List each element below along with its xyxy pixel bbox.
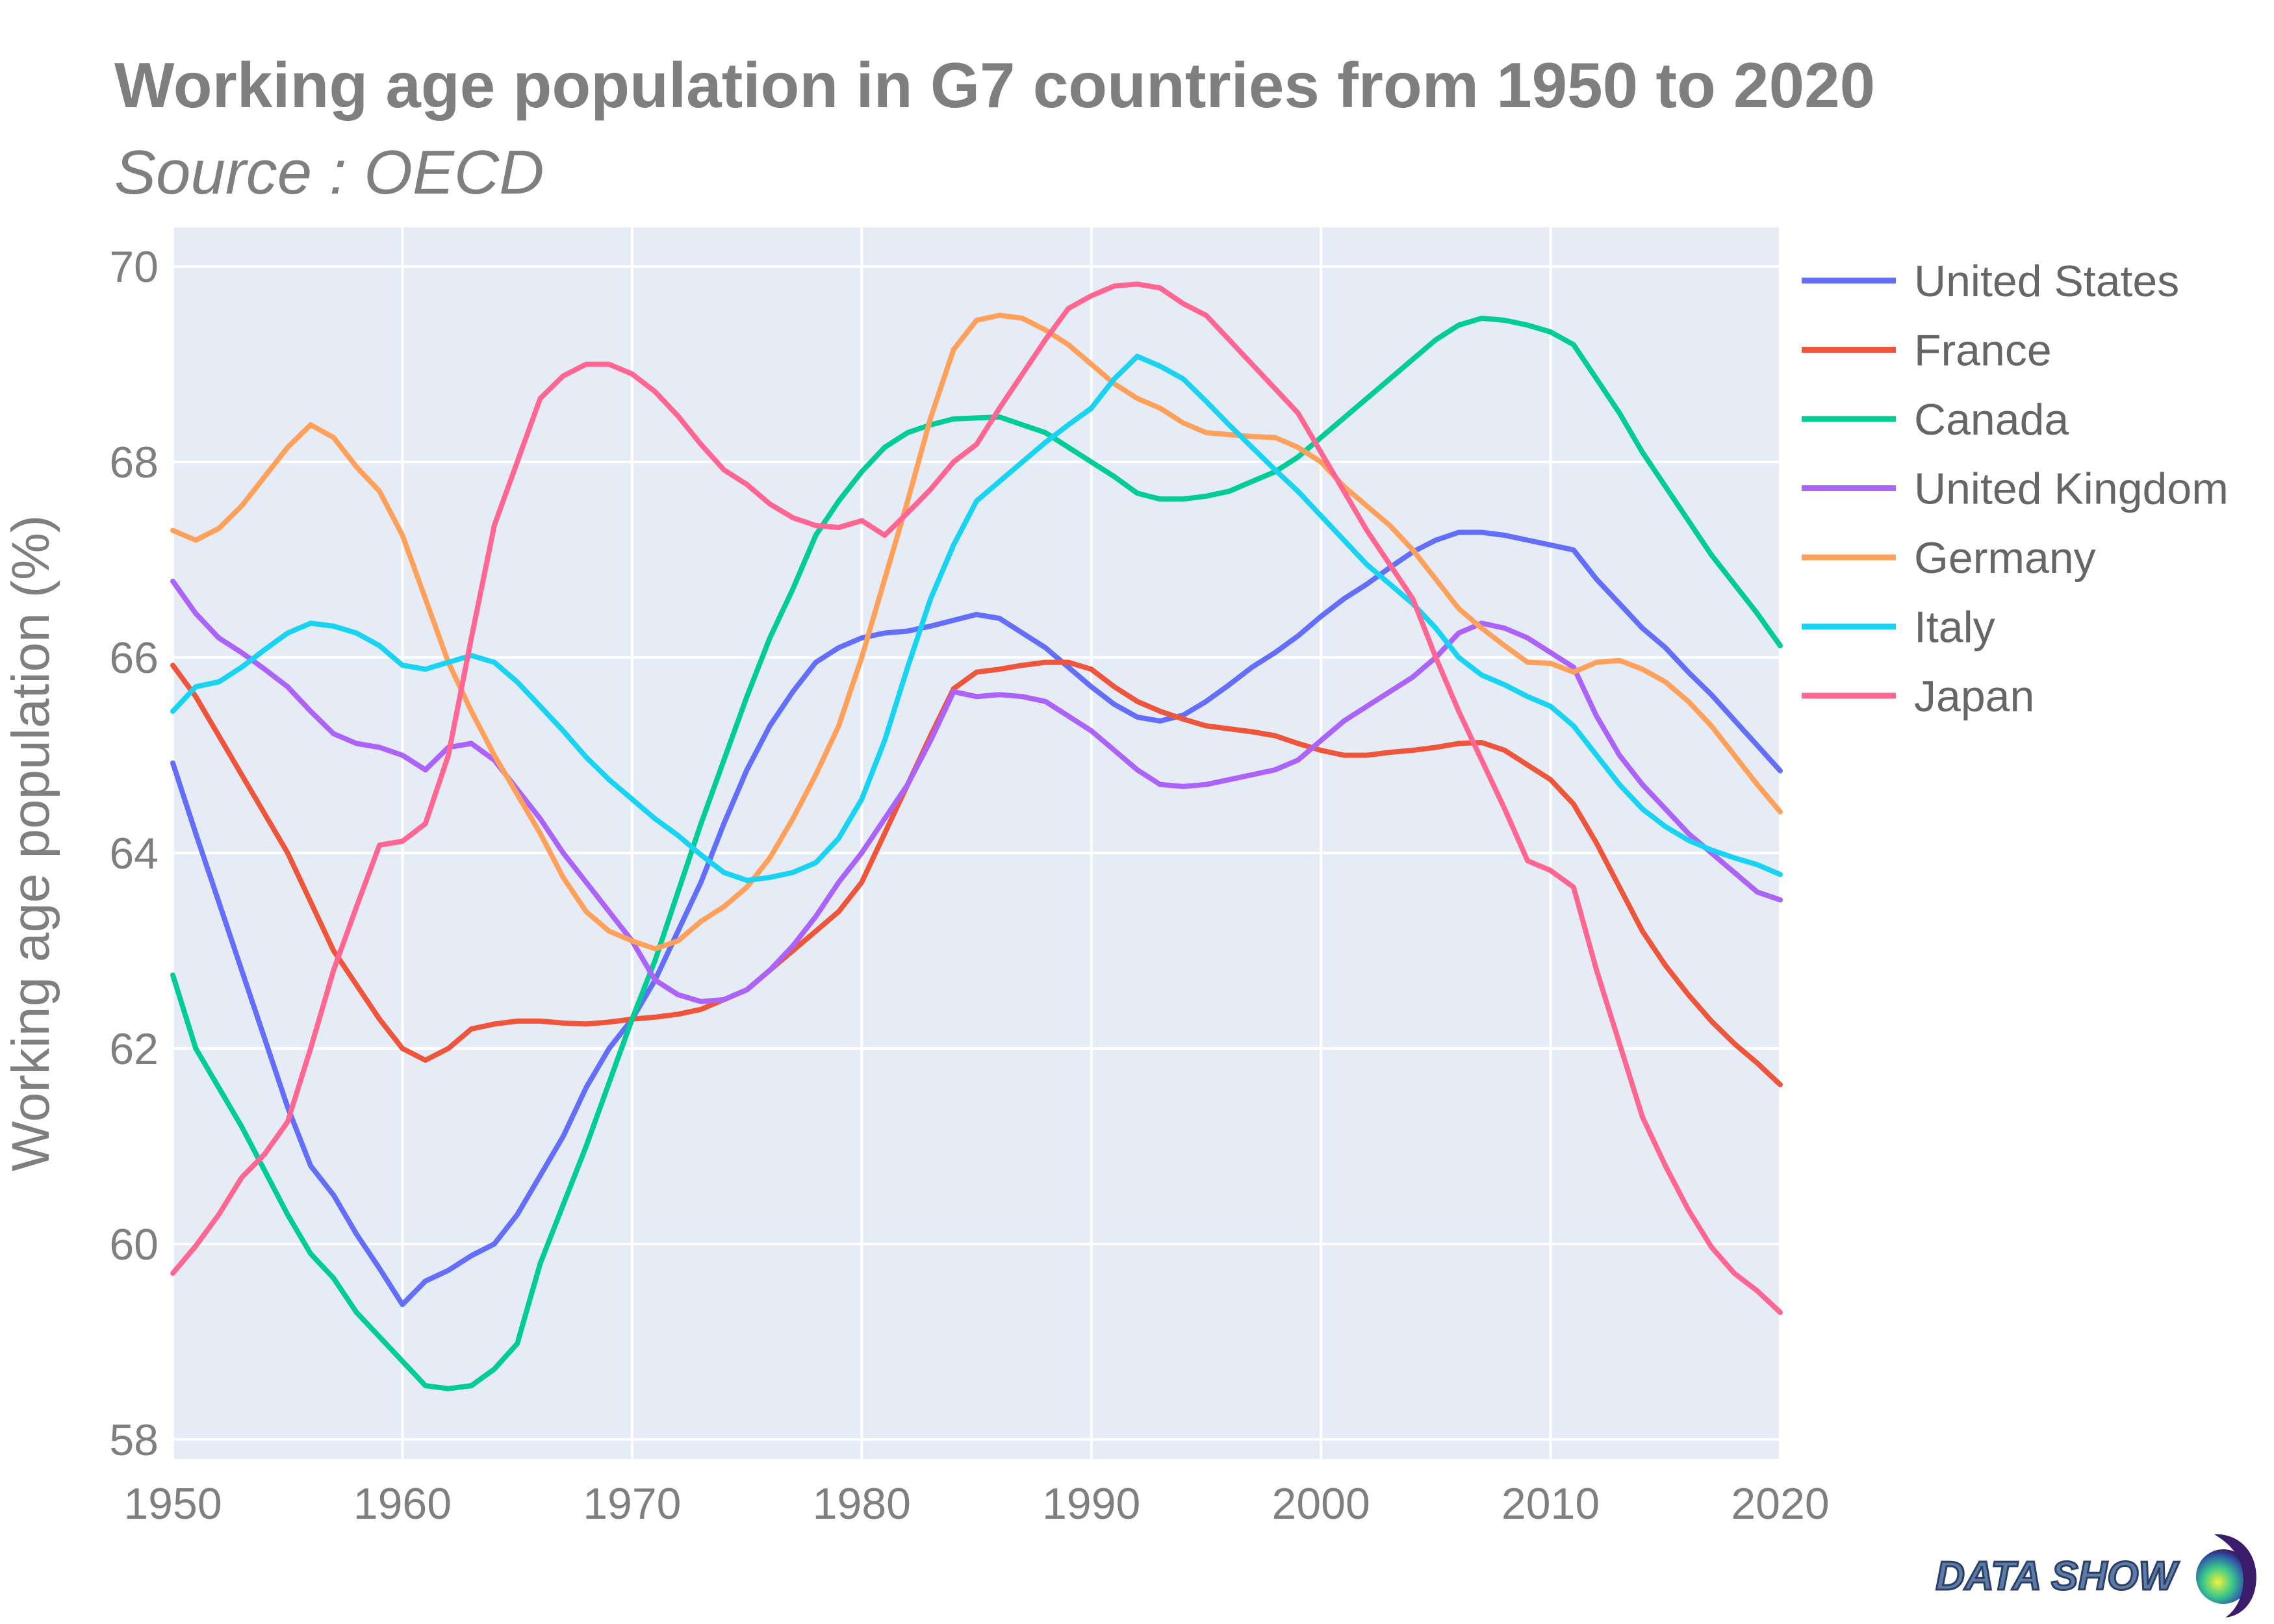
legend-item[interactable]: Japan — [1802, 672, 2034, 721]
legend-label: United States — [1914, 257, 2179, 306]
legend-label: France — [1914, 326, 2052, 375]
y-tick-label: 58 — [109, 1415, 159, 1465]
grid — [172, 227, 1782, 1459]
logo-globe-icon — [2196, 1549, 2251, 1604]
legend-item[interactable]: United Kingdom — [1802, 464, 2229, 514]
y-axis-ticks: 58 60 62 64 66 68 70 — [109, 242, 159, 1465]
series-line-france — [170, 659, 1783, 1087]
series-lines — [170, 281, 1783, 1391]
x-tick-label: 2000 — [1272, 1479, 1370, 1529]
x-tick-label: 1970 — [583, 1479, 681, 1529]
series-line-japan — [170, 281, 1783, 1315]
legend-item[interactable]: France — [1802, 326, 2052, 375]
series-line-canada — [170, 315, 1783, 1391]
legend-label: Canada — [1914, 395, 2069, 444]
y-tick-label: 64 — [109, 829, 159, 878]
y-tick-label: 62 — [109, 1024, 159, 1074]
legend-label: Germany — [1914, 533, 2096, 583]
y-tick-label: 66 — [109, 633, 159, 683]
x-tick-label: 2010 — [1501, 1479, 1600, 1529]
legend-item[interactable]: Italy — [1802, 603, 1995, 652]
legend-label: United Kingdom — [1914, 464, 2229, 514]
series-line-germany — [170, 312, 1783, 952]
legend-item[interactable]: Germany — [1802, 533, 2096, 583]
x-tick-label: 1960 — [353, 1479, 452, 1529]
legend[interactable]: United States France Canada United Kingdom G… — [1802, 257, 2229, 721]
y-tick-label: 60 — [109, 1220, 159, 1269]
legend-label: Italy — [1914, 603, 1995, 652]
y-tick-label: 70 — [109, 242, 159, 292]
legend-item[interactable]: United States — [1802, 257, 2179, 306]
x-tick-label: 1990 — [1042, 1479, 1140, 1529]
logo-text: DATA SHOW — [1935, 1554, 2179, 1599]
x-tick-label: 1950 — [123, 1479, 222, 1529]
series-line-united-states — [170, 529, 1783, 1308]
y-axis-title: Working age population (%) — [1, 515, 60, 1171]
x-tick-label: 2020 — [1731, 1479, 1829, 1529]
chart-title: Working age population in G7 countries f… — [114, 49, 1875, 121]
series-line-united-kingdom — [170, 578, 1783, 1004]
y-tick-label: 68 — [109, 438, 159, 487]
x-tick-label: 1980 — [813, 1479, 911, 1529]
chart-subtitle: Source : OECD — [114, 138, 544, 207]
series-line-italy — [170, 353, 1783, 883]
x-axis-ticks: 1950 1960 1970 1980 1990 2000 2010 2020 — [123, 1479, 1829, 1529]
plot-area — [173, 227, 1780, 1459]
data-show-logo: DATA SHOW — [1935, 1534, 2256, 1618]
legend-item[interactable]: Canada — [1802, 395, 2069, 444]
legend-label: Japan — [1914, 672, 2034, 721]
logo-swirl-icon — [2214, 1534, 2256, 1618]
